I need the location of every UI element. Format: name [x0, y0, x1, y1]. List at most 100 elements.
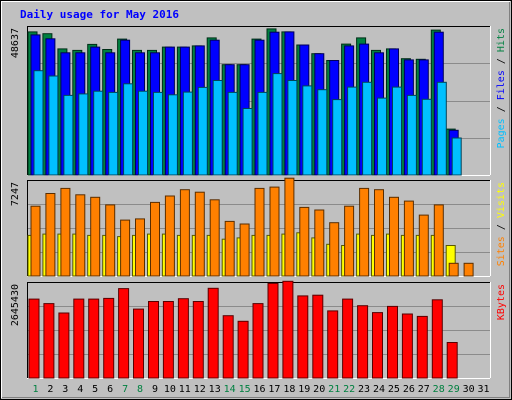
bar-sites	[224, 220, 235, 277]
x-tick-label: 21	[328, 384, 340, 395]
bar-sites	[239, 223, 250, 277]
bar-sites	[90, 196, 101, 277]
bar-kbytes	[148, 301, 159, 379]
bar-kbytes	[312, 294, 324, 379]
bar-pages	[362, 81, 373, 176]
x-tick-label: 7	[122, 384, 128, 395]
bar-kbytes	[267, 282, 279, 379]
bar-pages	[93, 90, 104, 176]
bar-sites	[389, 196, 399, 277]
x-tick-label: 19	[298, 384, 310, 395]
bar-pages	[212, 80, 223, 176]
bar-kbytes	[192, 301, 204, 379]
bar-kbytes	[118, 288, 130, 379]
bar-kbytes	[342, 298, 354, 379]
panel-kbytes: 2645430 KBytes	[10, 280, 507, 379]
bar-kbytes	[207, 287, 219, 379]
legend-part: /	[496, 218, 507, 236]
bar-pages	[242, 108, 253, 176]
bar-kbytes	[431, 299, 443, 379]
x-tick-label: 20	[313, 384, 325, 395]
bar-pages	[436, 81, 447, 176]
x-tick-label: 2	[47, 384, 53, 395]
bar-kbytes	[133, 308, 144, 379]
bar-kbytes	[222, 315, 234, 379]
bar-pages	[153, 91, 163, 176]
x-tick-label: 15	[239, 384, 251, 395]
x-tick-label: 26	[403, 384, 415, 395]
x-tick-label: 30	[463, 384, 475, 395]
bar-kbytes	[252, 303, 264, 379]
bar-pages	[421, 98, 432, 176]
series-legend-label: KBytes	[496, 284, 507, 320]
x-tick-label: 4	[77, 384, 83, 395]
bar-sites	[120, 219, 131, 277]
bar-pages	[197, 86, 208, 176]
bar-sites	[269, 186, 280, 277]
bar-sites	[329, 222, 340, 277]
bar-kbytes	[297, 295, 309, 379]
x-tick-label: 28	[433, 384, 445, 395]
x-tick-label: 22	[343, 384, 355, 395]
bar-sites	[60, 187, 71, 277]
panel-hits-files-pages: 48637 Pages / Files / Hits	[10, 26, 507, 176]
bar-sites	[359, 187, 370, 277]
x-tick-label: 31	[477, 384, 489, 395]
y-max-label: 2645430	[10, 284, 21, 326]
bar-sites	[463, 262, 474, 277]
bar-sites	[75, 194, 86, 277]
panel-sites-visits: 7247 Sites / Visits	[10, 177, 507, 277]
bar-sites	[150, 201, 160, 277]
bar-pages	[167, 94, 178, 176]
x-tick-label: 1	[32, 384, 38, 395]
bar-pages	[78, 93, 89, 176]
bar-kbytes	[28, 298, 40, 379]
bar-pages	[451, 137, 462, 176]
bar-pages	[48, 75, 59, 176]
bar-kbytes	[446, 342, 458, 379]
bar-pages	[182, 91, 193, 176]
x-tick-label: 25	[388, 384, 400, 395]
x-tick-label: 10	[164, 384, 176, 395]
x-tick-label: 23	[358, 384, 370, 395]
bar-sites	[135, 218, 145, 277]
bar-pages	[227, 91, 238, 176]
x-tick-label: 14	[224, 384, 236, 395]
bar-pages	[108, 91, 119, 176]
bar-sites	[45, 193, 56, 277]
bar-sites	[418, 214, 429, 277]
bar-kbytes	[73, 298, 85, 379]
bar-kbytes	[177, 298, 189, 379]
bar-sites	[284, 177, 295, 277]
bar-sites	[105, 204, 116, 277]
bar-kbytes	[237, 320, 249, 379]
bar-kbytes	[103, 297, 115, 379]
legend-part: Pages	[496, 118, 507, 148]
x-tick-label: 24	[373, 384, 385, 395]
bar-kbytes	[162, 301, 174, 379]
bar-kbytes	[387, 305, 398, 379]
bar-kbytes	[88, 298, 100, 379]
x-tick-label: 17	[268, 384, 280, 395]
legend-part: Sites	[496, 236, 507, 266]
bar-sites	[314, 209, 325, 277]
bar-sites	[374, 189, 384, 277]
series-legend-label: Sites / Visits	[496, 182, 507, 266]
bar-pages	[287, 80, 298, 176]
bar-pages	[257, 91, 268, 176]
bar-pages	[377, 97, 387, 176]
bar-kbytes	[282, 280, 294, 379]
x-tick-label: 6	[107, 384, 113, 395]
bar-sites	[344, 205, 355, 277]
bar-pages	[302, 85, 313, 176]
legend-part: Visits	[496, 182, 507, 218]
bar-sites	[433, 204, 444, 277]
x-tick-label: 12	[194, 384, 206, 395]
x-tick-label: 5	[92, 384, 98, 395]
bar-pages	[33, 70, 44, 176]
bar-sites	[254, 187, 265, 277]
bar-sites	[209, 199, 220, 277]
bar-pages	[138, 90, 148, 176]
